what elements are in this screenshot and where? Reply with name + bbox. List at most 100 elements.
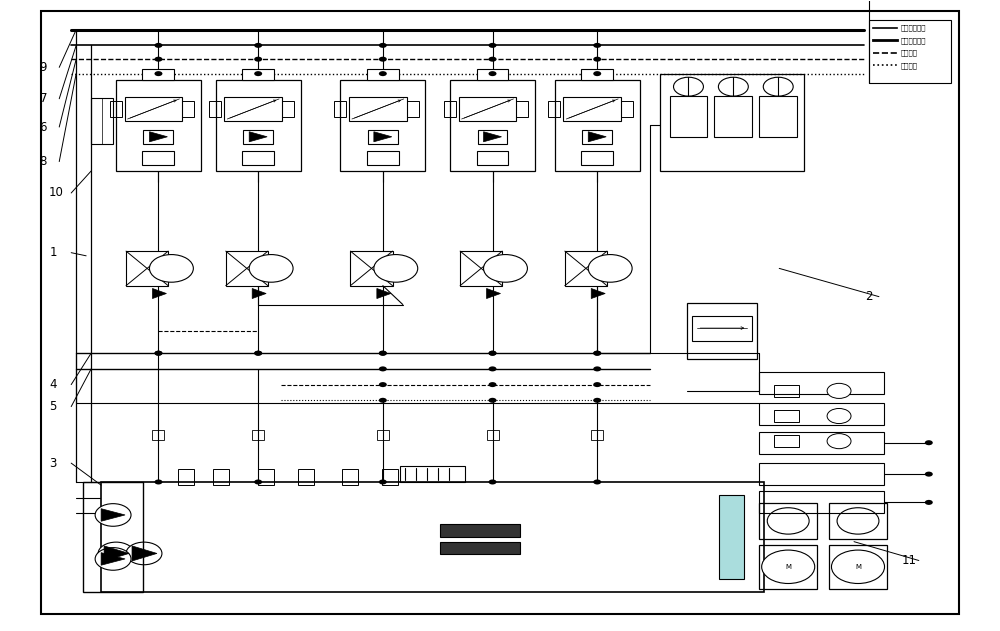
Bar (555, 80, 640, 171)
Circle shape (254, 43, 262, 48)
Bar (759, 545, 817, 589)
Bar (581, 151, 613, 165)
Circle shape (254, 351, 262, 356)
Text: 1: 1 (49, 246, 57, 259)
Text: 4: 4 (49, 378, 57, 391)
Bar (110, 100, 122, 117)
Bar (516, 100, 528, 117)
Bar (367, 69, 399, 80)
Bar (213, 469, 229, 485)
Bar (126, 251, 168, 286)
Bar (382, 469, 398, 485)
Bar (829, 504, 887, 538)
Bar (116, 80, 201, 171)
Circle shape (379, 367, 387, 372)
Circle shape (249, 254, 293, 282)
Circle shape (154, 57, 162, 62)
Bar (143, 130, 173, 144)
Circle shape (593, 43, 601, 48)
Bar (591, 430, 603, 440)
Bar (209, 100, 221, 117)
Bar (342, 469, 358, 485)
Circle shape (254, 57, 262, 62)
Bar (350, 251, 393, 286)
Circle shape (379, 480, 387, 485)
Circle shape (593, 382, 601, 387)
Bar (142, 151, 174, 165)
Text: M: M (785, 563, 791, 570)
Bar (440, 524, 520, 536)
Polygon shape (152, 288, 166, 298)
Circle shape (718, 77, 748, 96)
Text: 10: 10 (49, 187, 64, 199)
Circle shape (154, 480, 162, 485)
Bar (759, 463, 884, 485)
Bar (125, 97, 182, 121)
Bar (340, 80, 425, 171)
Bar (692, 316, 752, 341)
Bar (152, 430, 164, 440)
Circle shape (763, 77, 793, 96)
Circle shape (593, 367, 601, 372)
Circle shape (489, 480, 497, 485)
Text: 2: 2 (865, 290, 873, 303)
Circle shape (254, 351, 262, 356)
Bar (298, 469, 314, 485)
Text: 3: 3 (50, 457, 57, 469)
Text: 9: 9 (40, 61, 47, 74)
Bar (440, 541, 520, 554)
Polygon shape (249, 132, 267, 142)
Bar (660, 74, 804, 171)
Bar (349, 97, 407, 121)
Bar (759, 372, 884, 394)
Bar (83, 482, 143, 592)
Bar (621, 100, 633, 117)
Circle shape (593, 351, 601, 356)
Bar (759, 504, 817, 538)
Text: 7: 7 (40, 92, 47, 105)
Circle shape (254, 71, 262, 76)
Circle shape (374, 254, 418, 282)
Text: 高压注入管路: 高压注入管路 (901, 37, 926, 44)
Bar (178, 469, 194, 485)
Circle shape (154, 351, 162, 356)
Bar (334, 100, 346, 117)
Text: 11: 11 (901, 554, 916, 567)
Circle shape (379, 71, 387, 76)
Polygon shape (149, 132, 167, 142)
Bar (450, 80, 535, 171)
Circle shape (154, 43, 162, 48)
Circle shape (489, 367, 497, 372)
Bar (548, 100, 560, 117)
Polygon shape (101, 553, 125, 565)
Text: 中压注入管路: 中压注入管路 (901, 25, 926, 31)
Circle shape (379, 57, 387, 62)
Circle shape (489, 398, 497, 403)
Bar (774, 435, 799, 447)
Circle shape (484, 254, 527, 282)
Bar (869, 20, 951, 83)
Bar (377, 430, 389, 440)
Circle shape (154, 351, 162, 356)
Bar (563, 97, 621, 121)
Circle shape (837, 508, 879, 534)
Bar (368, 130, 398, 144)
Circle shape (593, 480, 601, 485)
Text: 漏油管路: 漏油管路 (901, 62, 918, 69)
Bar (460, 251, 502, 286)
Circle shape (149, 254, 193, 282)
Bar (759, 432, 884, 454)
Circle shape (767, 508, 809, 534)
Bar (477, 151, 508, 165)
Circle shape (95, 548, 131, 570)
Circle shape (379, 43, 387, 48)
Bar (759, 96, 797, 137)
Bar (774, 410, 799, 422)
Circle shape (827, 433, 851, 449)
Circle shape (827, 384, 851, 398)
Bar (243, 130, 273, 144)
Circle shape (98, 542, 134, 565)
Circle shape (593, 57, 601, 62)
Bar (242, 69, 274, 80)
Circle shape (379, 351, 387, 356)
